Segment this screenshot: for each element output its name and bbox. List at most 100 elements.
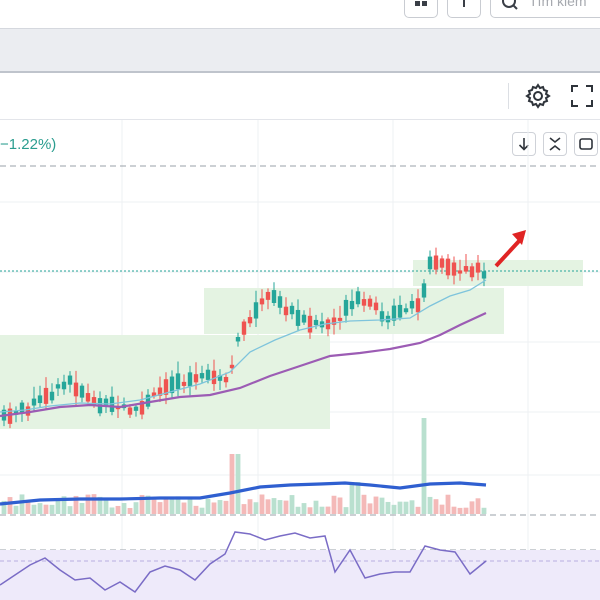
candle-body (325, 319, 331, 330)
trend-arrow (494, 238, 522, 268)
layout-grid-icon (415, 1, 427, 6)
volume-bar (43, 504, 49, 514)
volume-bar (259, 494, 265, 514)
candle-body (169, 376, 175, 394)
candle-body (265, 291, 271, 300)
volume-bar (97, 496, 103, 514)
candle-body (193, 374, 199, 383)
volume-bar (163, 498, 169, 514)
candle-body (19, 402, 25, 413)
candle-body (295, 309, 301, 326)
volume-bar (73, 495, 79, 514)
search-field[interactable]: Tìm kiếm (490, 0, 600, 18)
candle-body (313, 319, 319, 326)
volume-bar (391, 504, 397, 514)
pane-collapse-button[interactable] (543, 132, 567, 156)
volume-bar (205, 498, 211, 514)
candle-body (439, 258, 445, 268)
plus-icon (463, 0, 465, 7)
volume-bar (481, 507, 487, 514)
candle-body (241, 321, 247, 335)
volume-bar (79, 502, 85, 514)
volume-bar (229, 454, 235, 514)
candle-body (271, 290, 277, 303)
candle-body (355, 291, 361, 305)
trend-arrow-head (512, 230, 526, 245)
candle-body (433, 255, 439, 270)
volume-bar (217, 500, 223, 514)
toolbar-divider (508, 83, 509, 109)
candle-body (475, 262, 481, 273)
candle-body (391, 305, 397, 321)
volume-bar (367, 503, 373, 514)
candle-body (397, 304, 403, 318)
volume-bar (457, 507, 463, 514)
candle-body (85, 393, 91, 402)
volume-bar (415, 506, 421, 514)
volume-bar (193, 505, 199, 514)
arrow-down-icon (518, 138, 530, 151)
candle-body (49, 391, 55, 401)
candle-body (157, 387, 163, 396)
volume-bar (319, 506, 325, 514)
volume-bar (379, 497, 385, 514)
candle-body (379, 311, 385, 322)
candle-body (301, 314, 307, 323)
search-icon (502, 0, 518, 10)
candle-body (211, 370, 217, 385)
volume-bar (451, 506, 457, 514)
volume-bar (19, 494, 25, 514)
settings-button[interactable] (522, 81, 554, 111)
volume-bar (325, 506, 331, 514)
candle-body (217, 375, 223, 381)
volume-bar (211, 502, 217, 514)
candle-body (199, 373, 205, 379)
volume-bar (307, 507, 313, 514)
volume-bar (151, 499, 157, 514)
candle-body (235, 337, 241, 342)
candle-body (55, 384, 61, 389)
volume-bar (373, 496, 379, 514)
volume-bar (241, 504, 247, 514)
volume-bar (343, 507, 349, 514)
volume-bar (1, 500, 7, 514)
pane-maximize-button[interactable] (574, 132, 598, 156)
volume-bar (61, 496, 67, 514)
volume-bar (109, 507, 115, 514)
candle-body (259, 298, 265, 305)
candle-body (445, 258, 451, 276)
rsi-pane (0, 531, 600, 600)
candle-body (247, 317, 253, 324)
add-button[interactable] (447, 0, 481, 18)
price-chart[interactable] (0, 120, 600, 600)
candle-body (91, 397, 97, 406)
volume-bar (301, 503, 307, 514)
volume-bar (91, 494, 97, 514)
candle-body (457, 270, 463, 274)
volume-bar (115, 505, 121, 514)
volume-bar (187, 497, 193, 514)
volume-bar (37, 503, 43, 514)
volume-bar (181, 502, 187, 514)
volume-bar (271, 498, 277, 514)
volume-bar (397, 501, 403, 514)
volume-bar (409, 500, 415, 514)
fullscreen-button[interactable] (566, 81, 598, 111)
candle-body (25, 406, 31, 416)
volume-moving-average (0, 481, 487, 506)
candle-body (463, 266, 469, 272)
fast-moving-average (0, 279, 487, 413)
volume-bar (469, 501, 475, 514)
volume-bar (67, 506, 73, 514)
volume-bar (133, 502, 139, 514)
volume-bar (49, 504, 55, 514)
candle-body (349, 300, 355, 310)
volume-bar (463, 507, 469, 514)
volume-bar (433, 499, 439, 514)
layout-grid-button[interactable] (404, 0, 438, 18)
candle-body (73, 382, 79, 397)
pane-move-down-button[interactable] (512, 132, 536, 156)
volume-bar (85, 494, 91, 514)
volume-bar (247, 499, 253, 514)
fullscreen-icon (571, 85, 593, 107)
